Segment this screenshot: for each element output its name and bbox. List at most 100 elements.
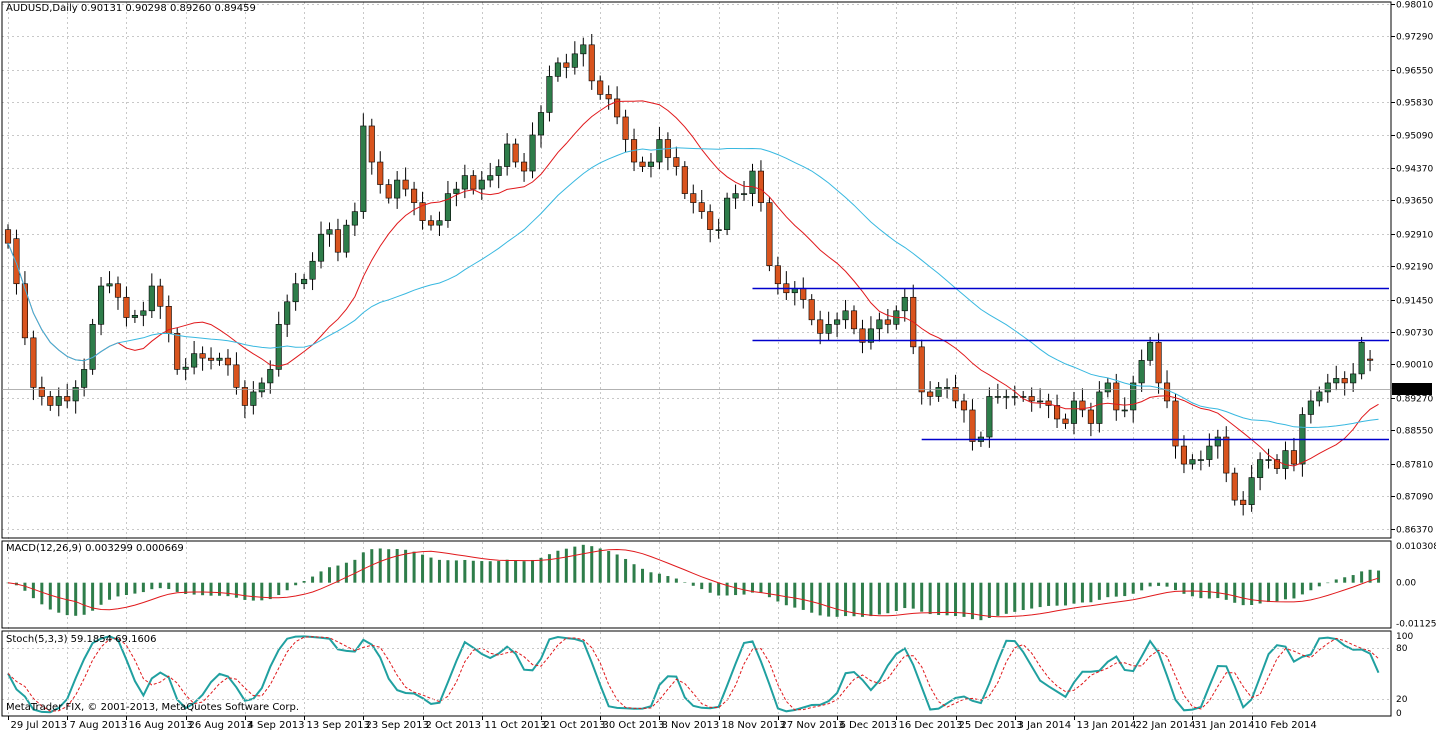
candle (639, 156, 646, 172)
macd-bar (378, 548, 382, 583)
macd-bar (311, 576, 315, 583)
candle (317, 221, 325, 269)
candle (927, 381, 934, 406)
macd-bar (810, 582, 814, 613)
price-tick-label: 0.87810 (1396, 461, 1433, 471)
candle (131, 309, 138, 323)
candle (216, 352, 223, 366)
candle (47, 391, 54, 411)
macd-bar (116, 582, 120, 597)
macd-bar (784, 582, 788, 606)
macd-bar (657, 573, 661, 583)
macd-bar (412, 551, 416, 583)
macd-bar (268, 582, 272, 600)
macd-bar (429, 557, 433, 583)
macd-bar (725, 582, 729, 596)
macd-bar (40, 582, 44, 605)
macd-bar (1326, 582, 1330, 584)
macd-tick-label: 0.010308 (1396, 542, 1436, 552)
macd-bar (446, 560, 450, 583)
macd-bar (1360, 571, 1364, 583)
candle (360, 113, 367, 219)
candle (1130, 375, 1137, 423)
macd-bar (1334, 579, 1338, 583)
price-tick-label: 0.94370 (1396, 165, 1433, 175)
candle (1333, 365, 1340, 391)
macd-bar (928, 582, 932, 615)
candle (1113, 373, 1120, 421)
candle (1367, 350, 1374, 372)
macd-bar (175, 582, 179, 592)
macd-title: MACD(12,26,9) 0.003299 0.000669 (6, 543, 184, 554)
stoch-tick-label: 20 (1396, 695, 1408, 705)
macd-bar (573, 546, 577, 583)
macd-bar (234, 582, 238, 598)
price-tick-label: 0.90010 (1396, 361, 1433, 371)
macd-bar (1038, 582, 1042, 608)
candle (1104, 377, 1111, 398)
macd-bar (48, 582, 52, 610)
copyright-text: MetaTrader FIX, © 2001-2013, MetaQuotes … (6, 702, 300, 713)
time-tick-label: 23 Sep 2013 (366, 720, 429, 731)
macd-bar (818, 582, 822, 616)
macd-bar (294, 582, 298, 586)
candle (1028, 387, 1035, 412)
candle (140, 301, 147, 327)
candle (419, 191, 426, 230)
candle (605, 85, 612, 110)
candle (487, 162, 494, 188)
candle (38, 376, 45, 406)
candle (690, 184, 697, 214)
candle (563, 53, 570, 79)
time-tick-label: 16 Aug 2013 (129, 720, 193, 731)
price-tick-label: 0.97290 (1396, 33, 1433, 43)
macd-bar (1275, 582, 1279, 602)
macd-bar (1190, 582, 1194, 597)
candle (334, 218, 341, 262)
price-tick-label: 0.91450 (1396, 297, 1433, 307)
macd-bar (598, 548, 602, 583)
macd-bar (91, 582, 95, 611)
macd-bar (615, 554, 619, 583)
candle (81, 358, 88, 397)
candle (707, 204, 714, 243)
stoch-signal-line (7, 636, 1379, 712)
macd-bar (750, 582, 754, 593)
candle (114, 276, 122, 310)
price-axis[interactable]: 0.98010 0.97290 0.96550 0.95830 0.95090 0.943… (2, 1, 1436, 720)
candles-layer (4, 34, 1374, 516)
macd-bar (251, 582, 255, 601)
candle (673, 146, 680, 176)
candle (444, 180, 451, 228)
candle (1003, 389, 1010, 410)
macd-tick-label: -0.011256 (1396, 619, 1436, 629)
candle (402, 167, 409, 197)
candle (546, 65, 553, 122)
macd-bar (962, 582, 966, 617)
macd-bar (1148, 582, 1152, 587)
macd-bar (1267, 582, 1271, 603)
candle (571, 41, 578, 75)
horizontal-levels-layer[interactable] (752, 287, 1389, 441)
candle (351, 202, 358, 236)
macd-bar (1004, 582, 1008, 614)
stoch-tick-label: 80 (1396, 644, 1408, 654)
macd-bar (243, 582, 247, 600)
price-tick-label: 0.87090 (1396, 493, 1433, 503)
candle (554, 57, 561, 82)
candle (1231, 467, 1238, 506)
candle (537, 105, 545, 148)
candle (935, 382, 942, 402)
macd-bar (1182, 582, 1186, 594)
candle (1197, 450, 1204, 471)
macd-bar (1377, 570, 1381, 583)
macd-bar (920, 582, 924, 612)
candle (732, 184, 739, 209)
candle (1265, 448, 1272, 469)
price-tick-label: 0.92190 (1396, 263, 1433, 273)
candle (309, 252, 316, 291)
macd-bar (996, 582, 1000, 616)
candle (1037, 388, 1044, 409)
